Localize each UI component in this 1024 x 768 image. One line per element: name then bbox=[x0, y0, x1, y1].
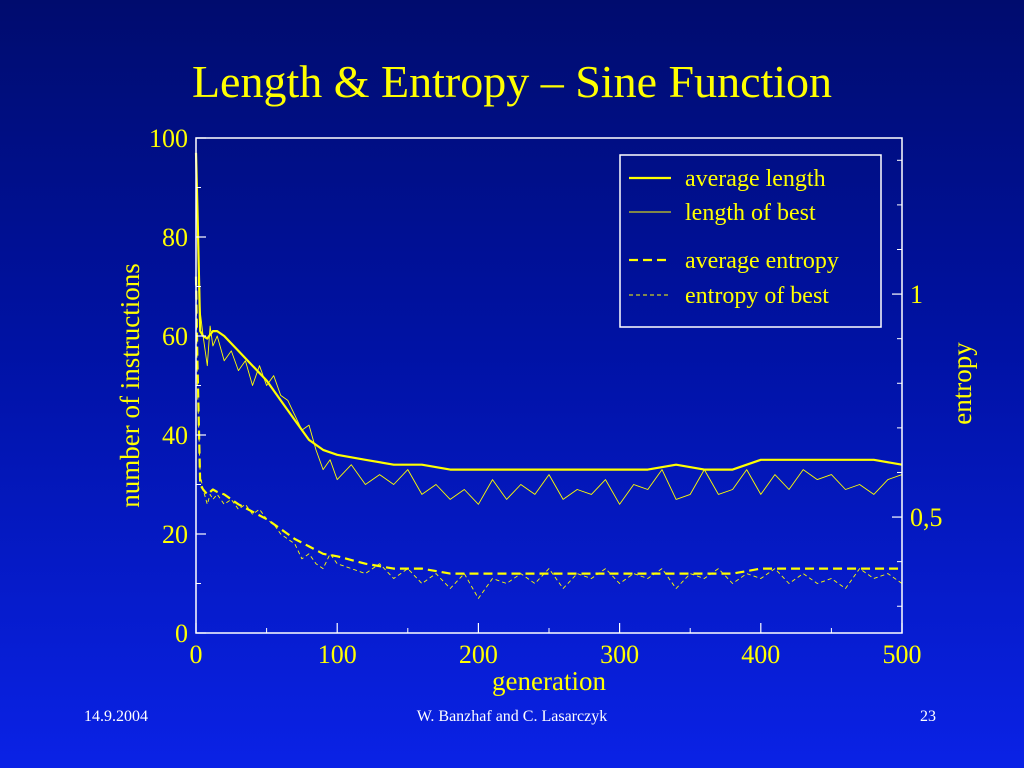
y2-axis-label: entropy bbox=[947, 342, 977, 425]
footer-date: 14.9.2004 bbox=[84, 708, 148, 725]
series-line-3 bbox=[194, 276, 902, 575]
legend-entry-1: average length bbox=[685, 166, 826, 192]
y-tick-label: 20 bbox=[162, 520, 188, 549]
y-tick-label: 60 bbox=[162, 322, 188, 351]
y-tick-label: 100 bbox=[149, 124, 188, 153]
legend-entry-2: length of best bbox=[685, 200, 816, 226]
series-line-1 bbox=[194, 152, 903, 471]
x-tick-label: 300 bbox=[600, 640, 639, 669]
legend: average length length of best average entr… bbox=[619, 154, 882, 328]
line-chart: 0 100 200 300 400 500 0 20 40 60 80 100 0,5 1 generati… bbox=[115, 124, 977, 696]
y-axis-label: number of instructions bbox=[115, 263, 145, 507]
legend-entry-4: entropy of best bbox=[685, 283, 829, 309]
legend-entry-3: average entropy bbox=[685, 248, 839, 274]
y-tick-label: 0 bbox=[175, 619, 188, 648]
y-tick-label: 40 bbox=[162, 421, 188, 450]
y2-tick-label: 0,5 bbox=[910, 503, 943, 532]
page-number: 23 bbox=[920, 708, 936, 725]
axes-layer: 0 100 200 300 400 500 0 20 40 60 80 100 0,5 1 generati… bbox=[115, 124, 977, 696]
series-layer bbox=[194, 152, 903, 599]
x-tick-label: 200 bbox=[459, 640, 498, 669]
x-tick-label: 100 bbox=[318, 640, 357, 669]
legend-box bbox=[619, 154, 882, 328]
slide-title: Length & Entropy – Sine Function bbox=[191, 56, 833, 107]
x-tick-label: 0 bbox=[190, 640, 203, 669]
x-tick-label: 400 bbox=[741, 640, 780, 669]
series-line-4 bbox=[195, 276, 903, 599]
x-axis-label: generation bbox=[492, 666, 606, 696]
series-line-2 bbox=[195, 152, 903, 505]
x-tick-label: 500 bbox=[883, 640, 922, 669]
footer-authors: W. Banzhaf and C. Lasarczyk bbox=[416, 708, 608, 725]
y-tick-label: 80 bbox=[162, 223, 188, 252]
y2-tick-label: 1 bbox=[910, 280, 923, 309]
